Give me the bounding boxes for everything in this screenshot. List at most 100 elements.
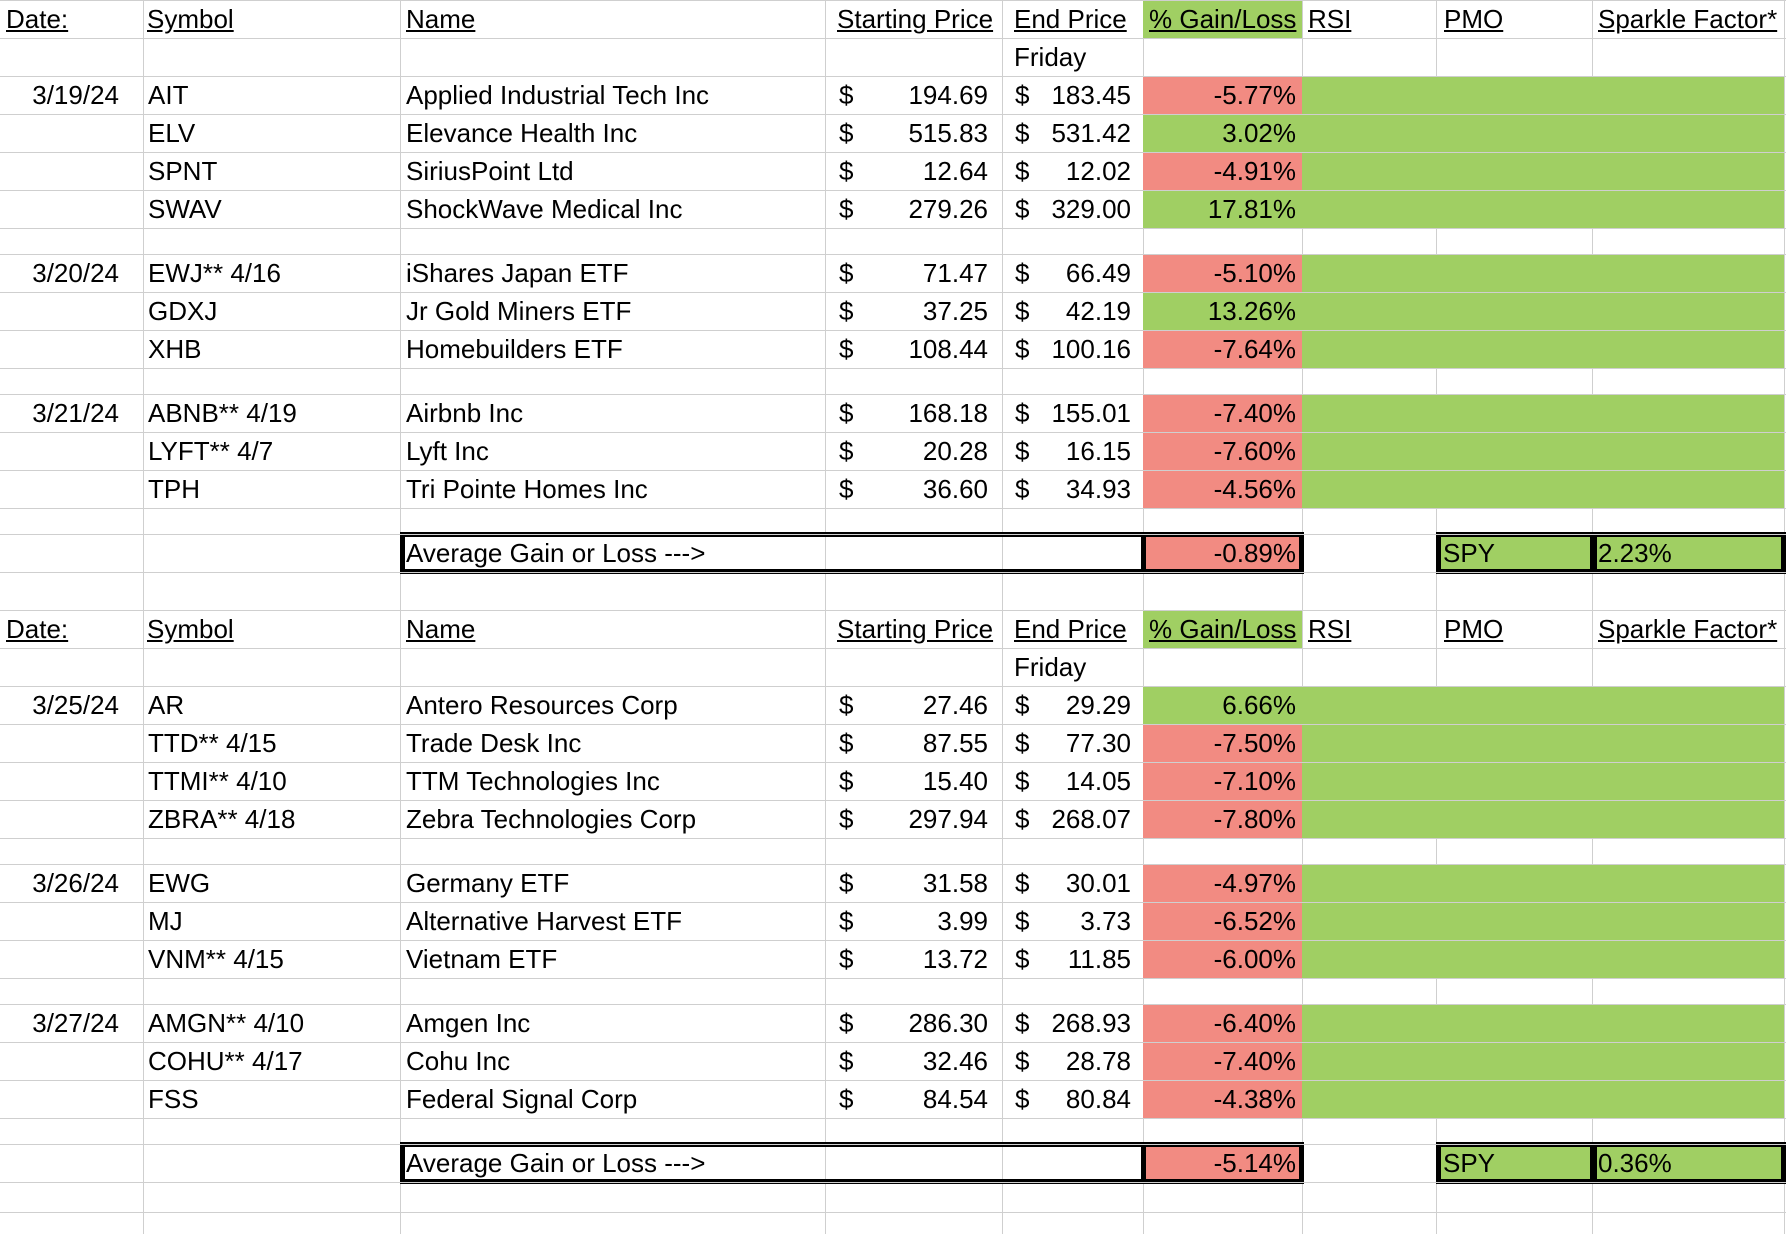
- name-cell: iShares Japan ETF: [406, 258, 629, 288]
- pct-cell-fill: [1143, 292, 1302, 330]
- sparkle-cell-fill: [1592, 114, 1784, 152]
- pct-gain-loss-cell: -7.64%: [1213, 334, 1296, 364]
- currency-symbol: $: [839, 118, 854, 148]
- symbol-cell: TTD** 4/15: [148, 728, 277, 758]
- end-price-cell: 28.78: [1065, 1046, 1131, 1076]
- pmo-cell-fill: [1436, 724, 1592, 762]
- date-cell: 3/27/24: [32, 1008, 119, 1038]
- pmo-cell-fill: [1436, 190, 1592, 228]
- starting-price-cell: 84.54: [922, 1084, 988, 1114]
- grid-row-line: [0, 648, 1786, 649]
- currency-symbol: $: [1015, 868, 1030, 898]
- pct-cell-fill: [1143, 432, 1302, 470]
- symbol-cell: COHU** 4/17: [148, 1046, 303, 1076]
- symbol-cell: VNM** 4/15: [148, 944, 284, 974]
- grid-row-line: [0, 1212, 1786, 1213]
- starting-price-cell: 27.46: [922, 690, 988, 720]
- rsi-cell-fill: [1302, 762, 1436, 800]
- symbol-cell: SPNT: [148, 156, 218, 186]
- sparkle-cell-fill: [1592, 470, 1784, 508]
- starting-price-cell: 3.99: [937, 906, 988, 936]
- pmo-cell-fill: [1436, 800, 1592, 838]
- grid-column-line: [1436, 0, 1437, 1234]
- end-price-cell: 329.00: [1051, 194, 1131, 224]
- pct-gain-loss-cell: -6.00%: [1213, 944, 1296, 974]
- currency-symbol: $: [839, 258, 854, 288]
- currency-symbol: $: [839, 80, 854, 110]
- rsi-cell-fill: [1302, 1004, 1436, 1042]
- grid-row-line: [0, 394, 1786, 395]
- grid-row-line: [0, 152, 1786, 153]
- currency-symbol: $: [1015, 258, 1030, 288]
- starting-price-cell: 297.94: [908, 804, 988, 834]
- grid-row-line: [0, 572, 1786, 573]
- pct-cell-fill: [1143, 152, 1302, 190]
- pct-gain-loss-cell: -7.80%: [1213, 804, 1296, 834]
- end-price-cell: 3.73: [1080, 906, 1131, 936]
- currency-symbol: $: [839, 1008, 854, 1038]
- grid-row-line: [0, 534, 1786, 535]
- pct-gain-loss-cell: -7.10%: [1213, 766, 1296, 796]
- currency-symbol: $: [839, 766, 854, 796]
- sparkle-cell-fill: [1592, 394, 1784, 432]
- pct-cell-fill: [1143, 864, 1302, 902]
- pct-cell-fill: [1143, 470, 1302, 508]
- pct-cell-fill: [1143, 902, 1302, 940]
- sparkle-cell-fill: [1592, 1004, 1784, 1042]
- starting-price-cell: 279.26: [908, 194, 988, 224]
- currency-symbol: $: [1015, 1046, 1030, 1076]
- pmo-header: PMO: [1444, 4, 1504, 34]
- name-cell: Amgen Inc: [406, 1008, 531, 1038]
- sparkle-factor-header: Sparkle Factor*: [1598, 614, 1778, 644]
- rsi-cell-fill: [1302, 292, 1436, 330]
- sparkle-cell-fill: [1592, 800, 1784, 838]
- grid-row-line: [0, 228, 1786, 229]
- pmo-cell-fill: [1436, 330, 1592, 368]
- currency-symbol: $: [839, 398, 854, 428]
- rsi-cell-fill: [1302, 1080, 1436, 1118]
- grid-row-line: [0, 838, 1786, 839]
- symbol-cell: AIT: [148, 80, 189, 110]
- rsi-header: RSI: [1308, 4, 1352, 34]
- rsi-cell-fill: [1302, 470, 1436, 508]
- grid-row-line: [0, 0, 1786, 1]
- sparkle-cell-fill: [1592, 292, 1784, 330]
- spy-label-fill: [1436, 1144, 1592, 1182]
- sparkle-cell-fill: [1592, 940, 1784, 978]
- grid-row-line: [0, 1144, 1786, 1145]
- sparkle-cell-fill: [1592, 76, 1784, 114]
- name-cell: Antero Resources Corp: [406, 690, 678, 720]
- currency-symbol: $: [1015, 296, 1030, 326]
- grid-row-line: [0, 864, 1786, 865]
- symbol-cell: EWG: [148, 868, 211, 898]
- rsi-cell-fill: [1302, 76, 1436, 114]
- currency-symbol: $: [839, 906, 854, 936]
- pmo-cell-fill: [1436, 292, 1592, 330]
- date-cell: 3/25/24: [32, 690, 119, 720]
- starting-price-header: Starting Price: [837, 614, 994, 644]
- sparkle-cell-fill: [1592, 432, 1784, 470]
- currency-symbol: $: [1015, 398, 1030, 428]
- end-price-cell: 268.93: [1051, 1008, 1131, 1038]
- pct-cell-fill: [1143, 724, 1302, 762]
- spy-label-fill: [1436, 534, 1592, 572]
- symbol-cell: EWJ** 4/16: [148, 258, 281, 288]
- name-cell: Elevance Health Inc: [406, 118, 638, 148]
- starting-price-cell: 20.28: [922, 436, 988, 466]
- pmo-cell-fill: [1436, 902, 1592, 940]
- grid-row-line: [0, 190, 1786, 191]
- average-value: -0.89%: [1213, 538, 1296, 568]
- end-price-header: End Price: [1014, 614, 1127, 644]
- end-price-cell: 29.29: [1065, 690, 1131, 720]
- end-price-cell: 66.49: [1065, 258, 1131, 288]
- rsi-header: RSI: [1308, 614, 1352, 644]
- end-price-cell: 155.01: [1051, 398, 1131, 428]
- date-header: Date:: [6, 4, 69, 34]
- sparkle-cell-fill: [1592, 330, 1784, 368]
- grid-row-line: [0, 1182, 1786, 1183]
- rsi-cell-fill: [1302, 902, 1436, 940]
- average-cell-fill: [1143, 534, 1302, 572]
- pct-cell-fill: [1143, 114, 1302, 152]
- name-cell: Trade Desk Inc: [406, 728, 582, 758]
- sparkle-cell-fill: [1592, 1042, 1784, 1080]
